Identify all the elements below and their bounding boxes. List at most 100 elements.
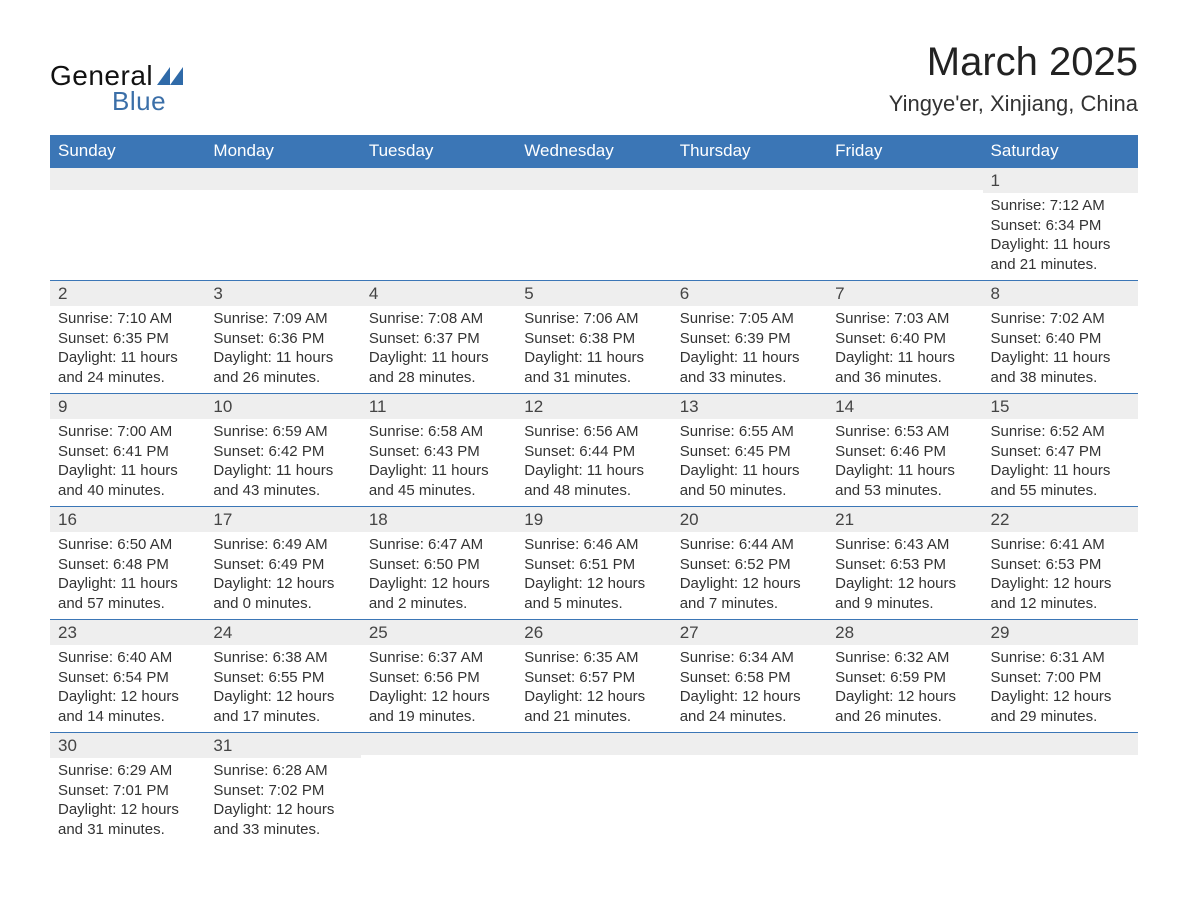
calendar-day-cell — [361, 733, 516, 846]
weekday-header: Thursday — [672, 135, 827, 168]
day-details: Sunrise: 6:58 AMSunset: 6:43 PMDaylight:… — [361, 419, 516, 506]
day-number: 9 — [50, 394, 205, 419]
day-details: Sunrise: 6:56 AMSunset: 6:44 PMDaylight:… — [516, 419, 671, 506]
day-number: 11 — [361, 394, 516, 419]
sunrise-text: Sunrise: 6:46 AM — [524, 535, 663, 555]
daylight-text: Daylight: 12 hours and 7 minutes. — [680, 574, 819, 613]
daylight-text: Daylight: 12 hours and 2 minutes. — [369, 574, 508, 613]
calendar-day-cell: 24Sunrise: 6:38 AMSunset: 6:55 PMDayligh… — [205, 620, 360, 733]
sunrise-text: Sunrise: 7:10 AM — [58, 309, 197, 329]
sunrise-text: Sunrise: 7:08 AM — [369, 309, 508, 329]
daylight-text: Daylight: 12 hours and 33 minutes. — [213, 800, 352, 839]
day-details: Sunrise: 6:38 AMSunset: 6:55 PMDaylight:… — [205, 645, 360, 732]
sunrise-text: Sunrise: 7:00 AM — [58, 422, 197, 442]
day-number: 26 — [516, 620, 671, 645]
daylight-text: Daylight: 11 hours and 26 minutes. — [213, 348, 352, 387]
day-number — [827, 733, 982, 755]
sunrise-text: Sunrise: 6:31 AM — [991, 648, 1130, 668]
calendar-day-cell: 6Sunrise: 7:05 AMSunset: 6:39 PMDaylight… — [672, 281, 827, 394]
calendar-day-cell — [827, 733, 982, 846]
day-number: 25 — [361, 620, 516, 645]
sunrise-text: Sunrise: 6:53 AM — [835, 422, 974, 442]
daylight-text: Daylight: 12 hours and 12 minutes. — [991, 574, 1130, 613]
day-number: 18 — [361, 507, 516, 532]
sunrise-text: Sunrise: 7:12 AM — [991, 196, 1130, 216]
calendar-day-cell: 28Sunrise: 6:32 AMSunset: 6:59 PMDayligh… — [827, 620, 982, 733]
sunset-text: Sunset: 6:39 PM — [680, 329, 819, 349]
weekday-header-row: Sunday Monday Tuesday Wednesday Thursday… — [50, 135, 1138, 168]
sunset-text: Sunset: 6:59 PM — [835, 668, 974, 688]
day-number: 23 — [50, 620, 205, 645]
sunset-text: Sunset: 6:51 PM — [524, 555, 663, 575]
sunrise-text: Sunrise: 6:56 AM — [524, 422, 663, 442]
calendar-day-cell: 20Sunrise: 6:44 AMSunset: 6:52 PMDayligh… — [672, 507, 827, 620]
day-number: 16 — [50, 507, 205, 532]
day-details: Sunrise: 7:03 AMSunset: 6:40 PMDaylight:… — [827, 306, 982, 393]
day-number: 29 — [983, 620, 1138, 645]
calendar-day-cell: 9Sunrise: 7:00 AMSunset: 6:41 PMDaylight… — [50, 394, 205, 507]
day-number: 21 — [827, 507, 982, 532]
daylight-text: Daylight: 11 hours and 55 minutes. — [991, 461, 1130, 500]
sunset-text: Sunset: 6:37 PM — [369, 329, 508, 349]
sunrise-text: Sunrise: 6:44 AM — [680, 535, 819, 555]
day-details: Sunrise: 6:46 AMSunset: 6:51 PMDaylight:… — [516, 532, 671, 619]
sunset-text: Sunset: 6:46 PM — [835, 442, 974, 462]
daylight-text: Daylight: 11 hours and 28 minutes. — [369, 348, 508, 387]
sunrise-text: Sunrise: 6:38 AM — [213, 648, 352, 668]
sunset-text: Sunset: 6:40 PM — [835, 329, 974, 349]
day-number: 12 — [516, 394, 671, 419]
day-details: Sunrise: 7:12 AMSunset: 6:34 PMDaylight:… — [983, 193, 1138, 280]
calendar-week-row: 16Sunrise: 6:50 AMSunset: 6:48 PMDayligh… — [50, 507, 1138, 620]
calendar-day-cell: 17Sunrise: 6:49 AMSunset: 6:49 PMDayligh… — [205, 507, 360, 620]
daylight-text: Daylight: 12 hours and 5 minutes. — [524, 574, 663, 613]
daylight-text: Daylight: 11 hours and 53 minutes. — [835, 461, 974, 500]
calendar-day-cell: 11Sunrise: 6:58 AMSunset: 6:43 PMDayligh… — [361, 394, 516, 507]
day-number — [827, 168, 982, 190]
day-number — [672, 733, 827, 755]
day-number: 20 — [672, 507, 827, 532]
day-details: Sunrise: 6:52 AMSunset: 6:47 PMDaylight:… — [983, 419, 1138, 506]
day-details: Sunrise: 7:10 AMSunset: 6:35 PMDaylight:… — [50, 306, 205, 393]
sunrise-text: Sunrise: 6:28 AM — [213, 761, 352, 781]
sunset-text: Sunset: 6:40 PM — [991, 329, 1130, 349]
weekday-header: Sunday — [50, 135, 205, 168]
day-number: 6 — [672, 281, 827, 306]
logo-text-blue: Blue — [112, 86, 166, 117]
day-number — [516, 733, 671, 755]
day-number: 8 — [983, 281, 1138, 306]
daylight-text: Daylight: 11 hours and 33 minutes. — [680, 348, 819, 387]
day-number — [516, 168, 671, 190]
logo-flag-icon — [157, 67, 183, 85]
sunset-text: Sunset: 6:56 PM — [369, 668, 508, 688]
daylight-text: Daylight: 11 hours and 57 minutes. — [58, 574, 197, 613]
calendar-day-cell: 21Sunrise: 6:43 AMSunset: 6:53 PMDayligh… — [827, 507, 982, 620]
calendar-day-cell — [516, 733, 671, 846]
day-number — [205, 168, 360, 190]
day-number: 28 — [827, 620, 982, 645]
day-number: 30 — [50, 733, 205, 758]
calendar-day-cell: 4Sunrise: 7:08 AMSunset: 6:37 PMDaylight… — [361, 281, 516, 394]
day-details: Sunrise: 6:35 AMSunset: 6:57 PMDaylight:… — [516, 645, 671, 732]
day-number — [361, 733, 516, 755]
calendar-day-cell: 10Sunrise: 6:59 AMSunset: 6:42 PMDayligh… — [205, 394, 360, 507]
day-details: Sunrise: 6:29 AMSunset: 7:01 PMDaylight:… — [50, 758, 205, 845]
calendar-day-cell — [672, 168, 827, 281]
sunset-text: Sunset: 6:34 PM — [991, 216, 1130, 236]
sunrise-text: Sunrise: 6:34 AM — [680, 648, 819, 668]
calendar-day-cell: 14Sunrise: 6:53 AMSunset: 6:46 PMDayligh… — [827, 394, 982, 507]
calendar-day-cell: 1Sunrise: 7:12 AMSunset: 6:34 PMDaylight… — [983, 168, 1138, 281]
daylight-text: Daylight: 11 hours and 21 minutes. — [991, 235, 1130, 274]
sunrise-text: Sunrise: 6:35 AM — [524, 648, 663, 668]
daylight-text: Daylight: 11 hours and 24 minutes. — [58, 348, 197, 387]
day-details: Sunrise: 7:09 AMSunset: 6:36 PMDaylight:… — [205, 306, 360, 393]
calendar-week-row: 1Sunrise: 7:12 AMSunset: 6:34 PMDaylight… — [50, 168, 1138, 281]
sunrise-text: Sunrise: 6:52 AM — [991, 422, 1130, 442]
daylight-text: Daylight: 12 hours and 14 minutes. — [58, 687, 197, 726]
calendar-week-row: 23Sunrise: 6:40 AMSunset: 6:54 PMDayligh… — [50, 620, 1138, 733]
month-title: March 2025 — [889, 40, 1138, 85]
sunset-text: Sunset: 6:53 PM — [835, 555, 974, 575]
day-number: 24 — [205, 620, 360, 645]
daylight-text: Daylight: 11 hours and 38 minutes. — [991, 348, 1130, 387]
sunrise-text: Sunrise: 6:50 AM — [58, 535, 197, 555]
calendar-day-cell: 19Sunrise: 6:46 AMSunset: 6:51 PMDayligh… — [516, 507, 671, 620]
